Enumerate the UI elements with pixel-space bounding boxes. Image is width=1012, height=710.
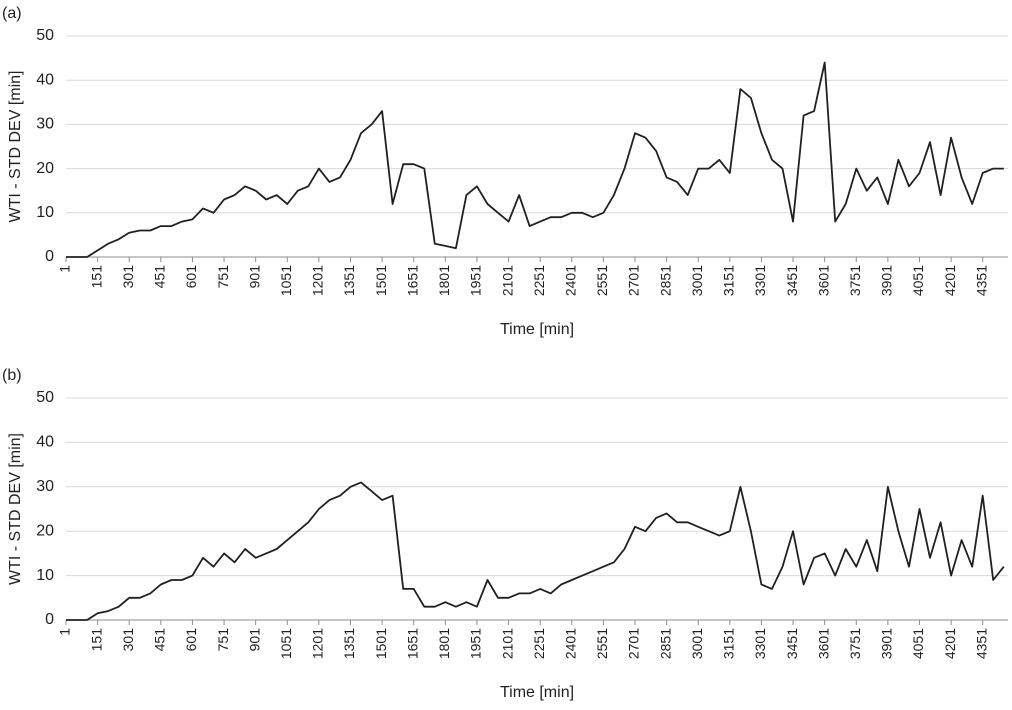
- x-tick-label: 451: [152, 265, 168, 289]
- y-tick-label: 10: [36, 204, 54, 221]
- x-tick-label: 4351: [973, 628, 989, 659]
- x-tick-label: 2101: [499, 265, 515, 296]
- x-tick-label: 2251: [531, 628, 547, 659]
- x-tick-label: 601: [183, 628, 199, 652]
- panel-label: (a): [2, 5, 22, 22]
- x-tick-label: 2851: [657, 265, 673, 296]
- x-tick-label: 3901: [879, 628, 895, 659]
- x-tick-label: 2851: [657, 628, 673, 659]
- y-tick-label: 50: [36, 389, 54, 406]
- x-tick-label: 1: [57, 628, 73, 636]
- x-tick-label: 2551: [594, 628, 610, 659]
- x-tick-label: 1351: [341, 628, 357, 659]
- x-tick-label: 1801: [436, 265, 452, 296]
- x-tick-label: 1801: [436, 628, 452, 659]
- x-tick-label: 3151: [721, 628, 737, 659]
- y-axis-label: WTI - STD DEV [min]: [7, 71, 24, 223]
- x-tick-label: 1651: [404, 265, 420, 296]
- y-tick-label: 40: [36, 434, 54, 451]
- x-tick-label: 3151: [721, 265, 737, 296]
- x-tick-label: 3601: [815, 265, 831, 296]
- y-tick-label: 30: [36, 478, 54, 495]
- data-line: [66, 481, 1005, 621]
- x-tick-label: 3301: [752, 265, 768, 296]
- x-tick-label: 2701: [626, 628, 642, 659]
- x-axis-label: Time [min]: [500, 684, 574, 701]
- x-tick-label: 1651: [404, 628, 420, 659]
- y-tick-label: 20: [36, 160, 54, 177]
- x-tick-label: 2101: [499, 628, 515, 659]
- x-tick-label: 451: [152, 628, 168, 652]
- x-tick-label: 1951: [468, 628, 484, 659]
- x-tick-label: 3601: [815, 628, 831, 659]
- x-tick-label: 1051: [278, 265, 294, 296]
- x-tick-label: 901: [246, 265, 262, 289]
- x-tick-label: 1: [57, 265, 73, 273]
- y-axis-label: WTI - STD DEV [min]: [7, 433, 24, 585]
- x-tick-label: 601: [183, 265, 199, 289]
- x-tick-label: 2401: [562, 628, 578, 659]
- y-tick-label: 30: [36, 116, 54, 133]
- x-tick-label: 4201: [942, 628, 958, 659]
- x-tick-label: 2701: [626, 265, 642, 296]
- y-tick-label: 50: [36, 27, 54, 44]
- y-tick-label: 10: [36, 567, 54, 584]
- panel-label: (b): [2, 367, 22, 384]
- x-tick-label: 4201: [942, 265, 958, 296]
- x-tick-label: 2551: [594, 265, 610, 296]
- x-axis-label: Time [min]: [500, 321, 574, 338]
- x-tick-label: 301: [120, 265, 136, 289]
- x-tick-label: 901: [246, 628, 262, 652]
- x-tick-label: 151: [88, 265, 104, 289]
- x-tick-label: 1501: [373, 628, 389, 659]
- y-tick-label: 0: [45, 248, 54, 265]
- x-tick-label: 1201: [310, 265, 326, 296]
- x-tick-label: 2401: [562, 265, 578, 296]
- x-tick-label: 4351: [973, 265, 989, 296]
- data-line: [66, 61, 1004, 258]
- x-tick-label: 4051: [910, 265, 926, 296]
- x-tick-label: 2251: [531, 265, 547, 296]
- x-tick-label: 3751: [847, 265, 863, 296]
- x-tick-label: 3901: [879, 265, 895, 296]
- y-tick-label: 0: [45, 611, 54, 628]
- x-tick-label: 3001: [689, 265, 705, 296]
- x-tick-label: 1201: [310, 628, 326, 659]
- x-tick-label: 1351: [341, 265, 357, 296]
- y-tick-label: 20: [36, 522, 54, 539]
- x-tick-label: 4051: [910, 628, 926, 659]
- x-tick-label: 1951: [468, 265, 484, 296]
- x-tick-label: 751: [215, 628, 231, 652]
- x-tick-label: 1501: [373, 265, 389, 296]
- x-tick-label: 1051: [278, 628, 294, 659]
- x-tick-label: 3451: [784, 265, 800, 296]
- x-tick-label: 3451: [784, 628, 800, 659]
- y-tick-label: 40: [36, 71, 54, 88]
- x-tick-label: 151: [88, 628, 104, 652]
- x-tick-label: 3001: [689, 628, 705, 659]
- x-tick-label: 3751: [847, 628, 863, 659]
- x-tick-label: 301: [120, 628, 136, 652]
- x-tick-label: 751: [215, 265, 231, 289]
- x-tick-label: 3301: [752, 628, 768, 659]
